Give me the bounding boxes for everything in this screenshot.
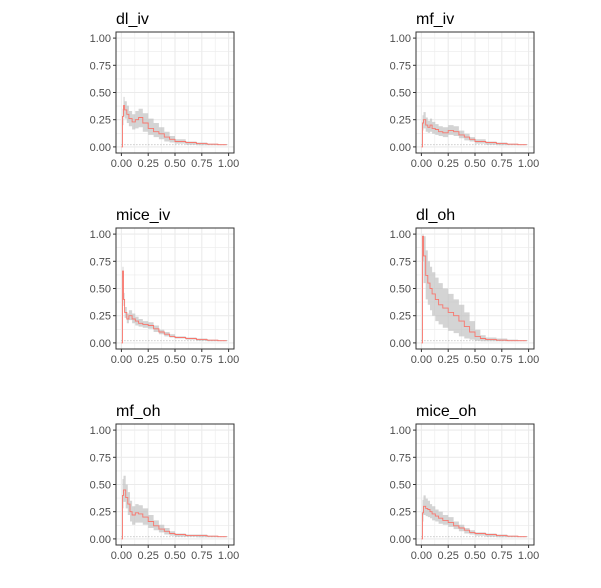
x-tick-label: 0.00 (111, 158, 132, 170)
y-tick-label: 0.75 (90, 60, 111, 72)
x-tick-label: 0.00 (111, 354, 132, 366)
y-tick-label: 1.00 (90, 425, 111, 437)
x-tick-label: 0.50 (464, 550, 485, 562)
panel-dl_oh: dl_oh 0.00 0.25 0.50 0.75 1.00 0.00 0.25 0.50 0.7… (390, 207, 540, 366)
y-tick-label: 0.25 (390, 311, 411, 323)
y-tick-label: 0.25 (90, 507, 111, 519)
y-tick-label: 0.25 (390, 507, 411, 519)
x-tick-label: 0.75 (491, 550, 512, 562)
series-line (121, 270, 227, 344)
x-tick-label: 1.00 (518, 550, 539, 562)
y-tick-label: 0.00 (90, 142, 111, 154)
x-tick-label: 0.75 (191, 354, 212, 366)
series-line (421, 119, 527, 148)
y-tick-label: 0.50 (390, 88, 411, 100)
x-tick-label: 0.00 (411, 158, 432, 170)
y-tick-label: 1.00 (90, 229, 111, 241)
series-line (121, 489, 227, 540)
x-tick-label: 0.25 (137, 354, 158, 366)
x-tick-label: 0.50 (164, 158, 185, 170)
x-tick-label: 0.00 (111, 550, 132, 562)
panel-mf_oh: mf_oh 0.00 0.25 0.50 0.75 1.00 0.00 0.25 0.50 0.7… (90, 403, 240, 562)
panel-title: dl_oh (416, 207, 455, 224)
x-tick-label: 0.75 (191, 158, 212, 170)
x-tick-label: 1.00 (518, 158, 539, 170)
y-tick-label: 1.00 (390, 33, 411, 45)
panel-title: mice_oh (416, 403, 476, 420)
y-tick-label: 0.75 (390, 60, 411, 72)
confidence-ribbon (421, 234, 527, 343)
x-tick-label: 0.25 (437, 354, 458, 366)
y-tick-label: 0.75 (390, 452, 411, 464)
y-tick-label: 0.00 (390, 534, 411, 546)
x-tick-label: 0.25 (437, 158, 458, 170)
x-tick-label: 0.75 (491, 354, 512, 366)
series-line (421, 235, 527, 344)
y-tick-label: 0.75 (390, 256, 411, 268)
panel-title: mf_iv (416, 11, 454, 28)
y-tick-label: 0.50 (90, 480, 111, 492)
y-tick-label: 0.25 (90, 115, 111, 127)
y-tick-label: 0.25 (390, 115, 411, 127)
x-tick-label: 1.00 (518, 354, 539, 366)
y-tick-label: 1.00 (390, 425, 411, 437)
x-tick-label: 0.25 (137, 158, 158, 170)
x-tick-label: 0.75 (191, 550, 212, 562)
x-tick-label: 0.50 (464, 158, 485, 170)
x-tick-label: 0.50 (464, 354, 485, 366)
x-tick-label: 1.00 (218, 550, 239, 562)
panel-title: mf_oh (116, 403, 160, 420)
y-tick-label: 0.00 (390, 142, 411, 154)
y-tick-label: 0.00 (90, 338, 111, 350)
x-tick-label: 0.00 (411, 550, 432, 562)
panel-mf_iv: mf_iv 0.00 0.25 0.50 0.75 1.00 0.00 0.25 0.50 0.7… (390, 11, 540, 170)
panel-title: mice_iv (116, 207, 170, 224)
y-tick-label: 0.25 (90, 311, 111, 323)
y-tick-label: 1.00 (90, 33, 111, 45)
panel-mice_iv: mice_iv 0.00 0.25 0.50 0.75 1.00 0.00 0.25 0.50 0… (90, 207, 240, 366)
panel-mice_oh: mice_oh 0.00 0.25 0.50 0.75 1.00 0.00 0.25 0.50 0… (390, 403, 540, 562)
x-tick-label: 1.00 (218, 354, 239, 366)
y-tick-label: 0.00 (390, 338, 411, 350)
confidence-ribbon (421, 495, 527, 539)
y-tick-label: 0.50 (390, 284, 411, 296)
panel-dl_iv: dl_iv 0.00 0.25 0.50 0.75 1.00 0.00 0.25 0.50 0.7… (90, 11, 240, 170)
confidence-ribbon (121, 475, 227, 539)
confidence-ribbon (421, 112, 527, 147)
series-line (121, 105, 227, 148)
x-tick-label: 0.00 (411, 354, 432, 366)
y-tick-label: 1.00 (390, 229, 411, 241)
series-line (421, 505, 527, 540)
x-tick-label: 0.50 (164, 550, 185, 562)
y-tick-label: 0.50 (90, 284, 111, 296)
x-tick-label: 0.75 (491, 158, 512, 170)
x-tick-label: 0.25 (437, 550, 458, 562)
y-tick-label: 0.50 (390, 480, 411, 492)
y-tick-label: 0.75 (90, 452, 111, 464)
confidence-ribbon (121, 266, 227, 343)
x-tick-label: 0.25 (137, 550, 158, 562)
y-tick-label: 0.00 (90, 534, 111, 546)
y-tick-label: 0.50 (90, 88, 111, 100)
y-tick-label: 0.75 (90, 256, 111, 268)
x-tick-label: 1.00 (218, 158, 239, 170)
panel-title: dl_iv (116, 11, 149, 28)
x-tick-label: 0.50 (164, 354, 185, 366)
